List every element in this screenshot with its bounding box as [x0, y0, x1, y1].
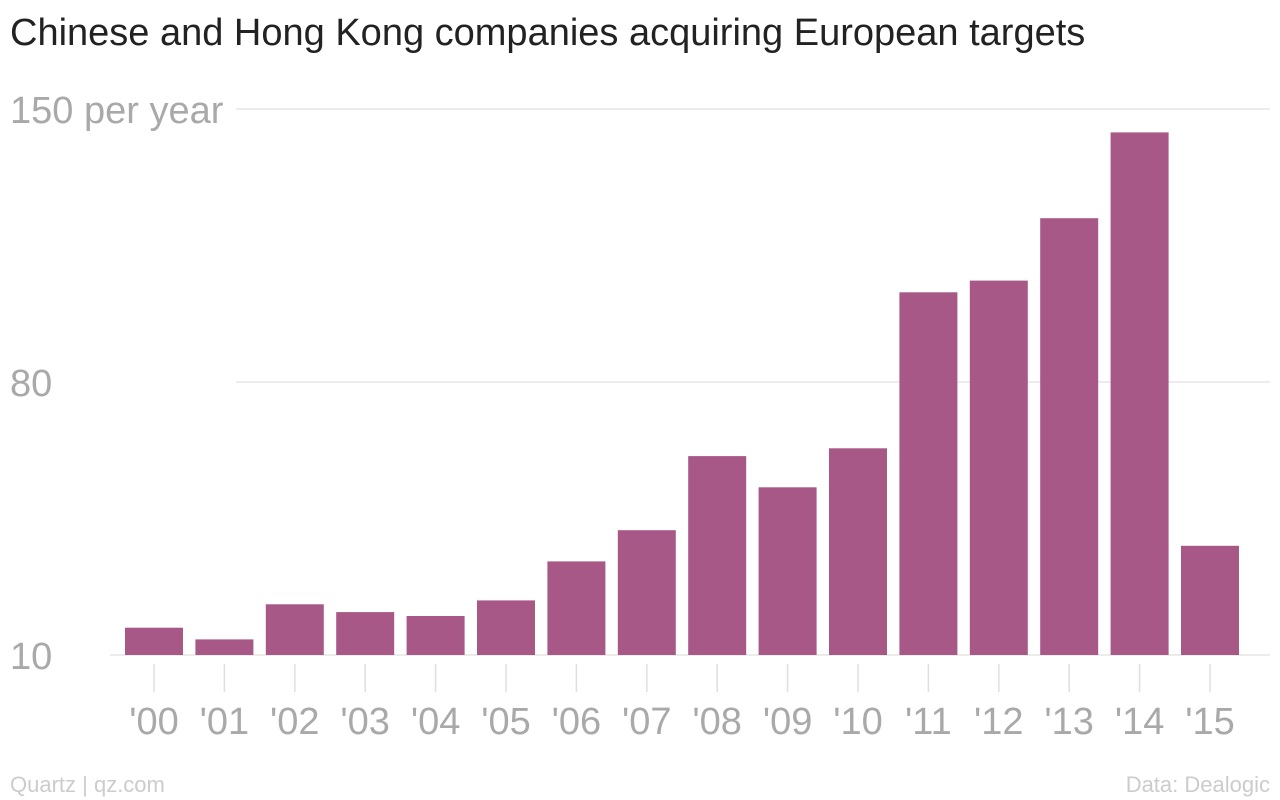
chart-title: Chinese and Hong Kong companies acquirin…	[10, 12, 1086, 54]
x-tick-label: '10	[833, 701, 883, 743]
bar	[829, 448, 887, 655]
bar	[617, 530, 676, 655]
bar	[688, 456, 747, 655]
bar	[125, 627, 183, 655]
y-tick-label: 80	[10, 363, 52, 405]
bar	[547, 561, 606, 655]
x-tick-label: '04	[411, 701, 461, 743]
x-tick-label: '02	[270, 701, 320, 743]
bar	[336, 612, 395, 655]
x-ticks	[153, 664, 1211, 692]
x-tick-label: '05	[481, 701, 531, 743]
bar	[406, 616, 465, 655]
x-tick-label: '14	[1115, 701, 1165, 743]
x-tick-label: '00	[129, 701, 179, 743]
footer-source: Data: Dealogic	[1125, 772, 1270, 797]
bar	[477, 600, 535, 655]
x-tick-label: '09	[763, 701, 813, 743]
x-tick-label: '12	[974, 701, 1024, 743]
bars	[125, 132, 1239, 655]
bar	[1181, 545, 1239, 655]
bar	[195, 639, 254, 655]
bar	[1110, 132, 1169, 655]
x-tick-label: '07	[622, 701, 672, 743]
y-tick-label: 150 per year	[10, 90, 224, 132]
footer-credit: Quartz | qz.com	[10, 772, 165, 797]
x-tick-label: '08	[692, 701, 742, 743]
x-tick-label: '11	[905, 701, 952, 743]
x-tick-label: '03	[340, 701, 390, 743]
x-tick-label: '13	[1044, 701, 1094, 743]
bar	[758, 487, 817, 655]
bar	[969, 280, 1028, 655]
axis-labels: 10 80 150 per year '00 '01 '02 '03 '04 '05 '06 '07…	[10, 90, 1235, 743]
x-tick-label: '06	[552, 701, 602, 743]
bar	[899, 292, 958, 655]
bar	[1040, 218, 1099, 655]
bar	[265, 604, 324, 655]
x-tick-label: '15	[1185, 701, 1235, 743]
x-tick-label: '01	[200, 701, 250, 743]
y-tick-label: 10	[10, 636, 52, 678]
